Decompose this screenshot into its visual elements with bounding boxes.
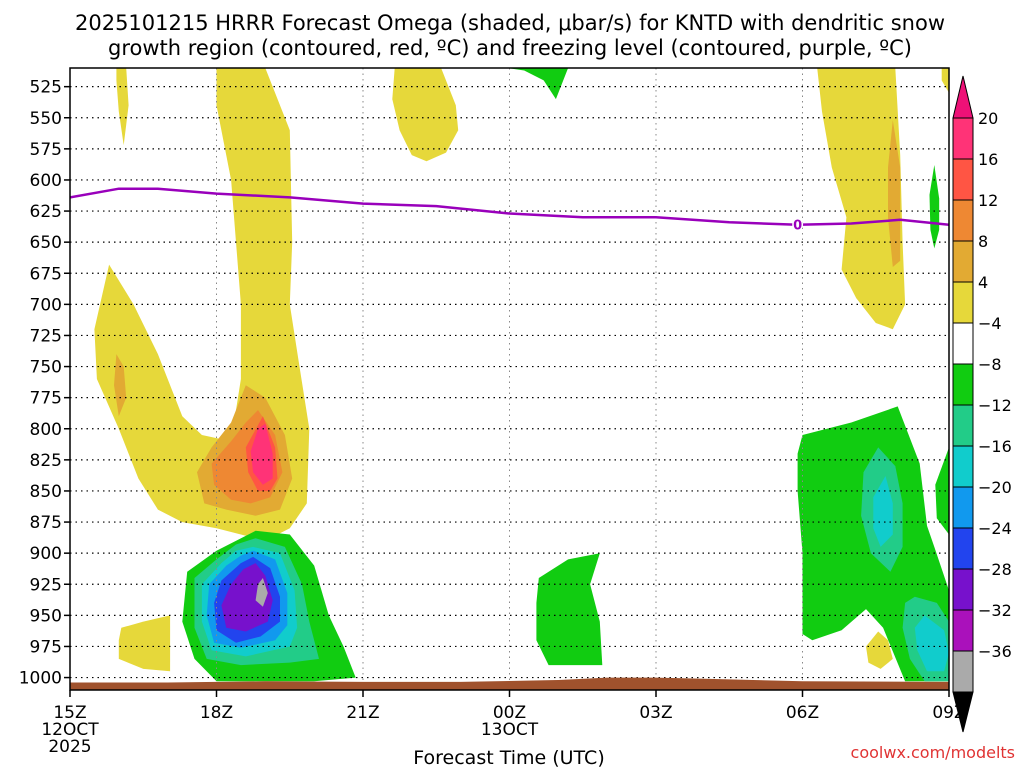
y-tick-label-575: 575 [30,140,62,160]
y-tick-label-775: 775 [30,389,62,409]
omega-region-6-level-20 [250,423,273,485]
omega-region-10-level-8 [888,120,901,267]
colorbar-label-2: 12 [978,191,998,210]
colorbar-swatch-10 [952,527,974,570]
omega-region-17-level--4 [935,447,949,535]
omega-region-27-level--24 [221,563,273,632]
colorbar-label-0: 20 [978,109,998,128]
colorbar-bottom-arrow [952,691,974,733]
surface-terrain [70,677,949,690]
y-tick-label-650: 650 [30,233,62,253]
colorbar-label-13: −36 [978,642,1012,661]
y-tick-label-750: 750 [30,358,62,378]
y-tick-label-975: 975 [30,637,62,657]
omega-region-11-level-4 [941,68,949,93]
colorbar-label-1: 16 [978,150,998,169]
colorbar-label-8: −16 [978,437,1012,456]
omega-region-28-level--36 [255,578,268,607]
x-axis-label: Forecast Time (UTC) [413,747,604,768]
colorbar-swatch-0 [952,117,974,160]
colorbar-label-10: −24 [978,519,1012,538]
omega-region-15-level--4 [536,553,603,666]
x-tick-label-0-0: 15Z [53,703,86,723]
colorbar-swatch-11 [952,568,974,611]
omega-region-0-level-4 [116,68,129,146]
colorbar-swatch-12 [952,609,974,652]
x-tick-label-9-0: 00Z [493,703,526,723]
x-tick-label-15-0: 06Z [786,703,819,723]
plot-area [70,68,949,690]
freezing-level-contour [70,187,949,226]
colorbar-label-4: 4 [978,273,988,292]
omega-region-2-level-8 [114,354,127,417]
omega-region-20-level--12 [873,476,893,547]
y-tick-label-525: 525 [30,78,62,98]
colorbar-top-arrow [952,75,974,119]
x-tick-label-3-0: 18Z [200,703,233,723]
colorbar-label-7: −12 [978,396,1012,415]
colorbar-swatch-13 [952,650,974,693]
chart-subtitle: growth region (contoured, red, ºC) and f… [108,36,912,60]
colorbar-label-5: −4 [978,314,1002,333]
colorbar-label-3: 8 [978,232,988,251]
colorbar-swatch-8 [952,445,974,488]
colorbar-legend: 20 16 12 8 4 −4 −8 −12 −16 −20 −24 −28 −32 −36 [952,75,1012,733]
y-tick-label-825: 825 [30,451,62,471]
x-tick-label-0-1: 12OCT [41,720,99,740]
colorbar-swatch-4 [952,281,974,324]
grid-layer [70,68,949,690]
y-tick-label-725: 725 [30,326,62,346]
y-tick-label-550: 550 [30,109,62,129]
colorbar-swatch-6 [952,363,974,406]
omega-region-14-level--4 [929,165,940,249]
omega-shading-layer [94,68,949,682]
x-tick-label-6-0: 21Z [346,703,379,723]
x-tick-label-9-1: 13OCT [481,720,539,740]
colorbar-swatch-3 [952,240,974,283]
credit-text: coolwx.com/modelts [851,743,1015,762]
colorbar-label-6: −8 [978,355,1002,374]
y-tick-label-950: 950 [30,606,62,626]
chart-title: 2025101215 HRRR Forecast Omega (shaded, … [75,11,945,35]
omega-region-9-level-4 [817,68,906,330]
y-tick-label-1000: 1000 [19,669,62,689]
colorbar-label-9: −20 [978,478,1012,497]
y-tick-label-875: 875 [30,513,62,533]
omega-region-13-level--4 [507,68,569,100]
y-tick-label-625: 625 [30,202,62,222]
y-tick-label-800: 800 [30,420,62,440]
y-tick-label-700: 700 [30,295,62,315]
x-tick-label-0-2: 2025 [48,737,91,757]
y-tick-label-850: 850 [30,482,62,502]
y-tick-label-925: 925 [30,575,62,595]
y-tick-label-900: 900 [30,544,62,564]
colorbar-swatch-2 [952,199,974,242]
colorbar-label-12: −32 [978,601,1012,620]
colorbar-swatch-5 [952,322,974,365]
y-tick-label-675: 675 [30,264,62,284]
omega-region-7-level-4 [118,615,171,672]
omega-region-8-level-4 [392,68,459,162]
omega-region-21-level--12 [914,615,949,672]
omega-region-12-level-4 [866,631,893,669]
colorbar-swatch-7 [952,404,974,447]
y-tick-label-600: 600 [30,171,62,191]
x-tick-label-12-0: 03Z [639,703,672,723]
y-axis: 525 550 575 600 625 650 675 700 725 750 775 800 825 8… [19,78,70,689]
colorbar-swatch-9 [952,486,974,529]
colorbar-label-11: −28 [978,560,1012,579]
colorbar-swatch-1 [952,158,974,201]
freezing-level-label: 0 [793,219,802,234]
